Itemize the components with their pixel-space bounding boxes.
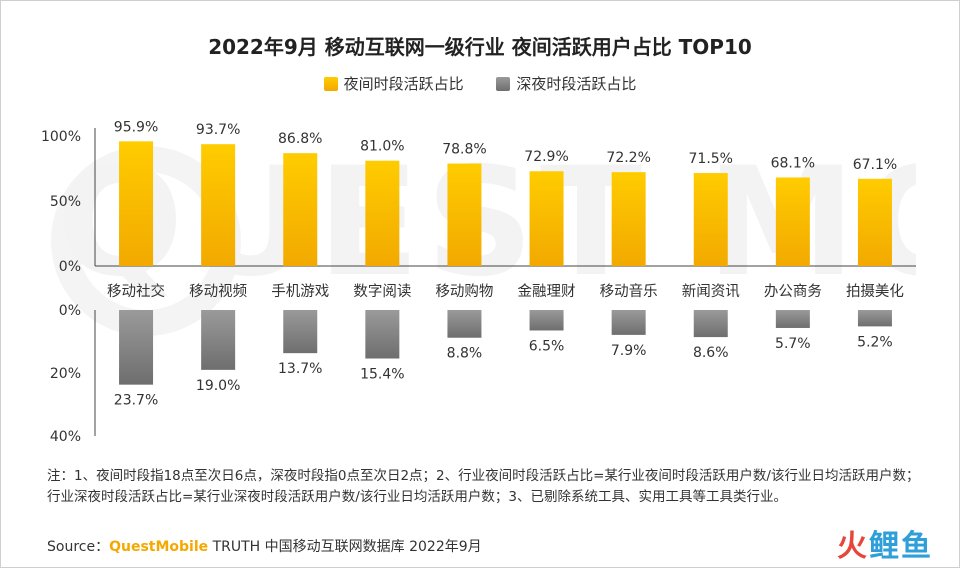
category-label: 新闻资讯: [682, 283, 740, 300]
night-value-label: 72.2%: [606, 150, 650, 166]
night-bar: [775, 177, 810, 266]
late-night-bar: [365, 310, 400, 359]
bars: [119, 141, 892, 385]
upper-tick-label: 0%: [59, 259, 81, 275]
night-bar: [201, 144, 236, 266]
lower-tick-label: 40%: [50, 429, 81, 445]
category-label: 移动社交: [107, 282, 165, 300]
category-label: 拍摄美化: [846, 283, 904, 300]
legend-item-night: 夜间时段活跃占比: [323, 73, 464, 94]
legend-label-late-night: 深夜时段活跃占比: [516, 75, 637, 93]
night-bar: [447, 163, 482, 266]
late-night-value-label: 5.2%: [857, 334, 893, 350]
late-night-bar: [775, 310, 810, 328]
late-night-value-label: 15.4%: [360, 367, 404, 383]
logo-part-b: 鲤鱼: [869, 529, 933, 564]
category-label: 移动音乐: [600, 283, 658, 300]
legend-swatch-night: [323, 76, 338, 91]
night-value-label: 67.1%: [853, 157, 897, 173]
late-night-bar: [119, 310, 154, 385]
category-label: 移动视频: [189, 283, 247, 300]
late-night-value-label: 6.5%: [529, 338, 565, 354]
night-value-label: 68.1%: [771, 155, 815, 171]
night-value-label: 81.0%: [360, 139, 404, 155]
late-night-bar: [857, 310, 892, 327]
night-bar: [693, 173, 728, 266]
night-value-label: 93.7%: [196, 122, 240, 138]
bar-chart: 0% 50% 100% 0% 20% 40% 95.9% 移动社交 23.7% 93.7% 移动视…: [41, 119, 916, 445]
night-value-label: 72.9%: [524, 149, 568, 165]
source-rest: TRUTH 中国移动互联网数据库 2022年9月: [208, 539, 482, 555]
upper-tick-label: 50%: [50, 194, 81, 210]
late-night-value-label: 8.6%: [693, 345, 729, 361]
night-bar: [365, 160, 400, 266]
night-bar: [283, 153, 318, 266]
labels: 95.9% 移动社交 23.7% 93.7% 移动视频 19.0% 86.8% 手机游戏 13.…: [107, 119, 904, 408]
legend-swatch-late-night: [496, 76, 511, 91]
night-value-label: 95.9%: [114, 119, 158, 135]
late-night-bar: [611, 310, 646, 335]
site-logo: 火鲤鱼: [837, 521, 933, 565]
late-night-value-label: 8.8%: [447, 346, 483, 362]
chart-title: 2022年9月 移动互联网一级行业 夜间活跃用户占比 TOP10: [208, 35, 752, 59]
late-night-bar: [201, 310, 236, 370]
upper-tick-label: 100%: [41, 129, 81, 145]
late-night-value-label: 13.7%: [278, 361, 322, 377]
night-bar: [119, 141, 154, 266]
source-line: Source：QuestMobile TRUTH 中国移动互联网数据库 2022…: [47, 536, 482, 556]
category-label: 移动购物: [435, 283, 493, 300]
late-night-bar: [283, 310, 318, 354]
late-night-bar: [529, 310, 564, 331]
night-bar: [857, 178, 892, 266]
late-night-value-label: 23.7%: [114, 393, 158, 409]
late-night-value-label: 5.7%: [775, 336, 811, 352]
category-label: 金融理财: [518, 283, 576, 300]
night-value-label: 86.8%: [278, 131, 322, 147]
footnote: 注：1、夜间时段指18点至次日6点，深夜时段指0点至次日2点；2、行业夜间时段活…: [47, 468, 920, 505]
late-night-value-label: 19.0%: [196, 378, 240, 394]
legend-item-late-night: 深夜时段活跃占比: [496, 73, 636, 94]
lower-tick-label: 20%: [50, 366, 81, 382]
lower-tick-label: 0%: [59, 303, 81, 319]
late-night-bar: [693, 310, 728, 338]
category-label: 数字阅读: [353, 283, 411, 300]
legend-label-night: 夜间时段活跃占比: [343, 75, 464, 93]
night-bar: [611, 172, 646, 266]
logo-part-a: 火: [837, 529, 869, 564]
night-bar: [529, 171, 564, 266]
late-night-bar: [447, 310, 482, 338]
chart-legend: 夜间时段活跃占比 深夜时段活跃占比: [1, 73, 959, 95]
late-night-value-label: 7.9%: [611, 343, 647, 359]
source-brand: QuestMobile: [109, 539, 209, 555]
night-value-label: 78.8%: [442, 142, 486, 158]
category-label: 办公商务: [764, 283, 822, 300]
source-label: Source：: [47, 539, 110, 555]
category-label: 手机游戏: [271, 283, 329, 300]
night-value-label: 71.5%: [689, 151, 733, 167]
